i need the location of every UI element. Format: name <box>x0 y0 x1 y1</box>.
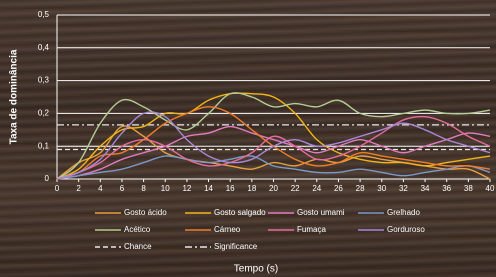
y-tick-label: 0,2 <box>38 109 50 118</box>
x-tick-label: 18 <box>247 184 256 193</box>
legend-label: Gosto ácido <box>124 208 167 217</box>
y-tick-label: 0,1 <box>38 141 50 150</box>
legend-label: Chance <box>124 242 152 251</box>
chart-container: Tempo (s) Taxa de dominância 0 0,1 0,2 0,3 0… <box>0 0 496 277</box>
y-tick-label: 0,3 <box>38 76 50 85</box>
x-tick-label: 2 <box>76 184 81 193</box>
chart: Tempo (s) Taxa de dominância 0 0,1 0,2 0,3 0… <box>0 0 496 277</box>
x-tick-label: 20 <box>269 184 278 193</box>
x-tick-label: 6 <box>120 184 125 193</box>
x-tick-label: 28 <box>356 184 365 193</box>
legend-label: Significance <box>214 242 258 251</box>
y-tick-label: 0,5 <box>38 10 50 19</box>
x-tick-label: 32 <box>399 184 408 193</box>
x-axis-title: Tempo (s) <box>234 264 278 275</box>
x-tick-label: 8 <box>141 184 146 193</box>
x-tick-label: 16 <box>226 184 235 193</box>
x-tick-label: 10 <box>161 184 170 193</box>
y-axis-title: Taxa de dominância <box>9 49 20 144</box>
x-tick-label: 0 <box>55 184 60 193</box>
x-tick-label: 4 <box>98 184 103 193</box>
legend-label: Gorduroso <box>387 225 425 234</box>
x-tick-label: 36 <box>442 184 451 193</box>
x-tick-label: 14 <box>204 184 213 193</box>
x-tick-label: 40 <box>486 184 495 193</box>
legend-label: Gosto salgado <box>214 208 266 217</box>
legend-label: Cárneo <box>214 225 241 234</box>
legend-label: Fumaça <box>297 225 326 234</box>
y-tick-label: 0 <box>45 174 50 183</box>
legend-label: Gosto umami <box>297 208 345 217</box>
x-tick-label: 12 <box>182 184 191 193</box>
series-line <box>57 107 490 179</box>
x-tick-label: 22 <box>291 184 300 193</box>
y-tick-label: 0,4 <box>38 43 50 52</box>
x-tick-label: 26 <box>334 184 343 193</box>
x-tick-label: 30 <box>377 184 386 193</box>
legend: Gosto ácido Gosto salgado Gosto umami Grelh… <box>95 208 425 251</box>
x-tick-label: 24 <box>312 184 321 193</box>
x-tick-label: 34 <box>421 184 430 193</box>
legend-label: Grelhado <box>387 208 420 217</box>
legend-label: Acético <box>124 225 151 234</box>
x-tick-label: 38 <box>464 184 473 193</box>
